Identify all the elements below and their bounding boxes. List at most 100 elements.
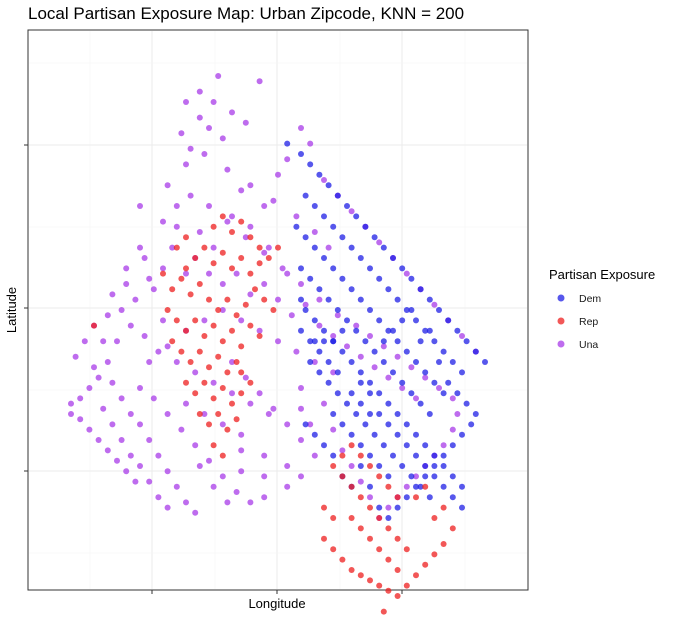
point-una xyxy=(224,166,231,173)
point-dem xyxy=(334,192,341,199)
legend: Partisan Exposure Dem Rep Una xyxy=(549,267,655,351)
point-una xyxy=(72,353,79,360)
point-una xyxy=(219,307,226,313)
point-una xyxy=(261,473,268,480)
point-una xyxy=(454,411,461,417)
point-rep xyxy=(160,270,166,277)
point-una xyxy=(183,499,189,506)
point-una xyxy=(160,265,166,272)
point-dem xyxy=(472,411,479,417)
point-rep xyxy=(238,390,245,397)
point-dem xyxy=(440,348,447,355)
point-una xyxy=(114,457,120,464)
point-rep xyxy=(431,551,438,558)
point-dem xyxy=(357,379,364,386)
point-una xyxy=(224,499,231,506)
point-dem xyxy=(445,379,452,386)
legend-item-rep: Rep xyxy=(557,316,598,328)
point-una xyxy=(293,213,300,220)
point-rep xyxy=(233,312,240,319)
point-dem xyxy=(344,400,350,407)
point-una xyxy=(275,171,281,178)
point-dem xyxy=(468,421,475,428)
point-rep xyxy=(91,322,97,329)
point-rep xyxy=(224,426,231,433)
point-rep xyxy=(183,234,189,241)
point-una xyxy=(137,203,143,209)
chart-title: Local Partisan Exposure Map: Urban Zipco… xyxy=(28,4,464,23)
point-rep xyxy=(330,515,337,521)
point-rep xyxy=(238,218,245,225)
point-una xyxy=(118,307,125,313)
point-dem xyxy=(413,431,419,438)
point-rep xyxy=(238,255,245,261)
point-rep xyxy=(380,608,387,615)
point-dem xyxy=(357,255,364,261)
point-una xyxy=(403,483,410,490)
point-rep xyxy=(256,260,263,267)
point-rep xyxy=(210,223,217,230)
point-dem xyxy=(417,338,424,345)
point-rep xyxy=(201,333,208,339)
point-una xyxy=(279,265,286,272)
point-dem xyxy=(357,400,364,407)
point-dem xyxy=(385,400,392,407)
point-rep xyxy=(183,265,189,272)
point-una xyxy=(275,296,281,303)
point-dem xyxy=(440,452,447,459)
point-dem xyxy=(459,431,465,438)
point-rep xyxy=(385,587,392,594)
point-una xyxy=(173,223,180,230)
point-dem xyxy=(408,307,415,313)
point-una xyxy=(316,322,323,329)
point-una xyxy=(298,281,304,287)
point-dem xyxy=(325,359,332,365)
point-una xyxy=(206,457,212,464)
point-dem xyxy=(403,494,410,501)
point-una xyxy=(141,333,148,339)
point-dem xyxy=(436,307,442,313)
point-una xyxy=(242,374,249,381)
point-dem xyxy=(321,213,327,220)
point-rep xyxy=(394,494,401,501)
point-una xyxy=(459,333,465,339)
point-una xyxy=(339,447,346,454)
point-rep xyxy=(238,343,245,350)
point-dem xyxy=(385,286,392,293)
point-una xyxy=(367,494,373,501)
point-dem xyxy=(376,317,383,324)
point-dem xyxy=(394,504,401,511)
point-una xyxy=(270,405,277,412)
point-una xyxy=(357,353,364,360)
point-rep xyxy=(210,442,217,449)
point-rep xyxy=(206,296,212,303)
point-dem xyxy=(376,463,383,469)
point-dem xyxy=(339,275,346,282)
point-una xyxy=(233,270,240,277)
point-rep xyxy=(367,504,373,511)
point-rep xyxy=(233,416,240,423)
point-dem xyxy=(298,296,304,303)
legend-rep-label: Rep xyxy=(579,316,598,328)
point-dem xyxy=(482,359,488,365)
point-una xyxy=(164,343,171,350)
point-dem xyxy=(459,483,465,490)
point-dem xyxy=(307,275,314,282)
point-una xyxy=(284,270,291,277)
point-una xyxy=(196,463,203,469)
point-rep xyxy=(173,317,180,324)
point-rep xyxy=(210,322,217,329)
point-una xyxy=(196,114,203,121)
point-dem xyxy=(371,348,378,355)
point-rep xyxy=(357,525,364,532)
point-una xyxy=(86,385,93,391)
point-rep xyxy=(367,577,373,584)
point-rep xyxy=(376,582,383,589)
point-una xyxy=(288,312,295,319)
point-rep xyxy=(196,348,203,355)
point-dem xyxy=(367,390,373,397)
point-una xyxy=(201,411,208,417)
point-dem xyxy=(321,442,327,449)
point-dem xyxy=(293,223,300,230)
series-una xyxy=(68,73,479,521)
